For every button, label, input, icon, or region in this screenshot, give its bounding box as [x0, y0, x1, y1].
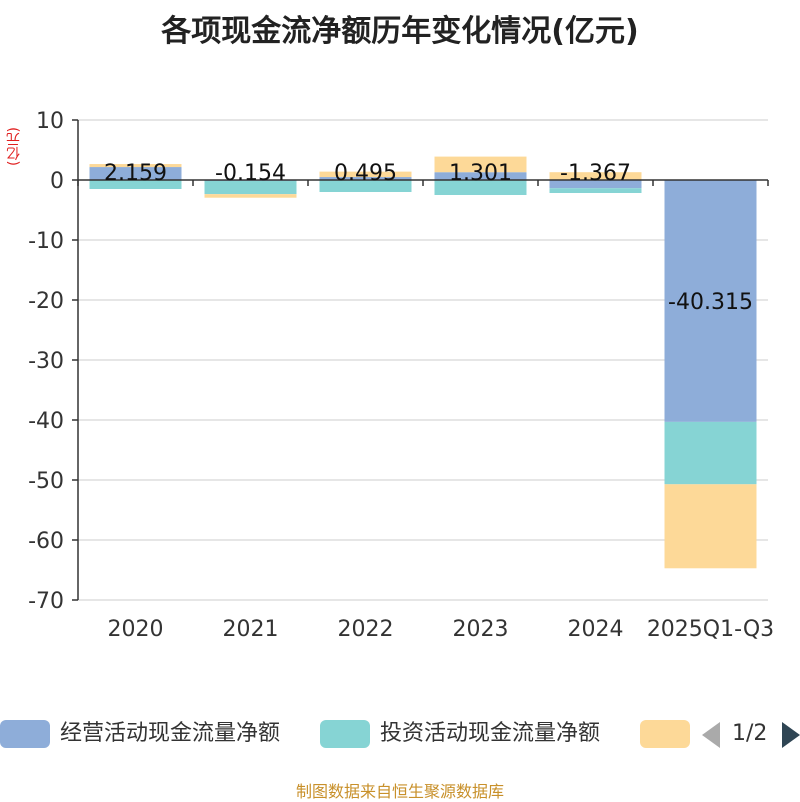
x-tick-label: 2022: [338, 617, 394, 642]
bar-segment: [319, 177, 412, 180]
data-label: -40.315: [668, 290, 753, 315]
bar-segment: [89, 164, 182, 168]
bar-segment: [664, 484, 757, 569]
data-label: 1.301: [449, 161, 512, 186]
bar-segment: [549, 180, 642, 189]
bar-segment: [319, 171, 412, 178]
bar-segment: [549, 188, 642, 194]
legend-swatch-investing: [320, 720, 370, 748]
data-label: -0.154: [215, 161, 286, 186]
y-tick-label: 10: [36, 109, 64, 134]
x-tick-label: 2025Q1-Q3: [647, 617, 774, 642]
bar-segment: [549, 172, 642, 180]
y-tick-label: -20: [28, 289, 64, 314]
legend: 经营活动现金流量净额 投资活动现金流量净额: [0, 716, 800, 756]
x-tick-label: 2024: [568, 617, 624, 642]
bar-segment: [204, 194, 297, 198]
legend-swatch-financing: [640, 720, 690, 748]
y-tick-label: -10: [28, 229, 64, 254]
chart-title: 各项现金流净额历年变化情况(亿元): [161, 14, 639, 49]
legend-label-operating: 经营活动现金流量净额: [60, 721, 281, 746]
legend-swatch-operating: [0, 720, 50, 748]
next-page-icon[interactable]: [782, 722, 800, 748]
bar-segment: [434, 156, 527, 173]
y-tick-label: -30: [28, 349, 64, 374]
data-label: 2.159: [104, 161, 167, 186]
x-tick-label: 2021: [223, 617, 279, 642]
data-source-note: 制图数据来自恒生聚源数据库: [295, 782, 504, 801]
data-label: -1.367: [560, 161, 631, 186]
y-tick-label: 0: [50, 169, 64, 194]
legend-page-indicator: 1/2: [732, 721, 768, 746]
legend-label-investing: 投资活动现金流量净额: [380, 721, 601, 746]
y-tick-label: -70: [28, 589, 64, 614]
bar-segment: [664, 180, 757, 422]
data-label: 0.495: [334, 161, 397, 186]
bar-segment: [89, 167, 182, 180]
bar-segment: [664, 421, 757, 485]
bar-segment: [434, 172, 527, 180]
chart-plot: 10 0 -10 -20 -30 -40 -50 -60 -70 2020 2021 2022 2023…: [28, 109, 774, 642]
prev-page-icon[interactable]: [702, 722, 720, 748]
bar-segment: [319, 180, 412, 192]
bar-segment: [434, 180, 527, 195]
y-tick-label: -50: [28, 469, 64, 494]
y-tick-label: -40: [28, 409, 64, 434]
y-tick-label: -60: [28, 529, 64, 554]
x-tick-label: 2023: [453, 617, 509, 642]
bar-segment: [89, 180, 182, 189]
legend-pager: 1/2: [700, 716, 800, 756]
bar-segment: [204, 180, 297, 195]
x-tick-label: 2020: [108, 617, 164, 642]
